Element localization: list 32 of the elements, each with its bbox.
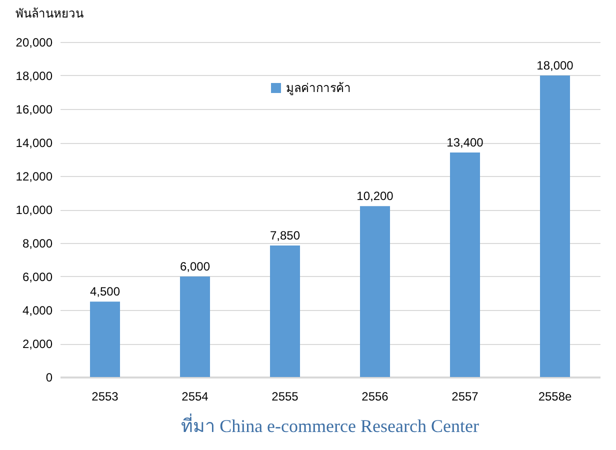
bar: [270, 246, 300, 377]
y-tick-label: 0: [46, 370, 53, 384]
y-tick-label: 10,000: [16, 203, 53, 217]
data-label: 13,400: [446, 136, 484, 150]
data-label: 4,500: [90, 284, 120, 299]
x-tick-label: 2557: [452, 390, 479, 404]
bar: [90, 302, 120, 377]
x-tick-label: 2553: [92, 390, 119, 404]
data-label: 18,000: [536, 58, 574, 72]
y-tick-label: 6,000: [22, 270, 53, 284]
x-tick-label: 2556: [362, 390, 389, 404]
y-tick-label: 18,000: [16, 69, 53, 83]
data-label: 7,850: [270, 228, 300, 243]
text: ที่มา China e-commerce Research Center: [181, 413, 479, 436]
y-tick-label: 2,000: [22, 337, 53, 351]
bar: [540, 76, 570, 377]
x-tick-label: 2554: [182, 390, 209, 404]
bar: [180, 276, 210, 377]
data-label: 6,000: [180, 260, 210, 274]
data-label: 10,200: [356, 189, 394, 204]
x-tick-label: 2558e: [538, 390, 572, 404]
bar: [360, 206, 390, 377]
y-tick-label: 12,000: [16, 170, 53, 184]
y-tick-label: 14,000: [16, 136, 53, 150]
y-tick-label: 4,000: [22, 304, 53, 318]
y-tick-label: 8,000: [22, 236, 53, 250]
x-tick-label: 2555: [272, 390, 299, 404]
y-tick-label: 16,000: [16, 102, 53, 116]
legend-label: มูลค่าการค้า: [286, 81, 351, 96]
bar: [450, 152, 480, 377]
y-axis-title: พันล้านหยวน: [16, 6, 84, 20]
y-tick-label: 20,000: [16, 36, 53, 50]
